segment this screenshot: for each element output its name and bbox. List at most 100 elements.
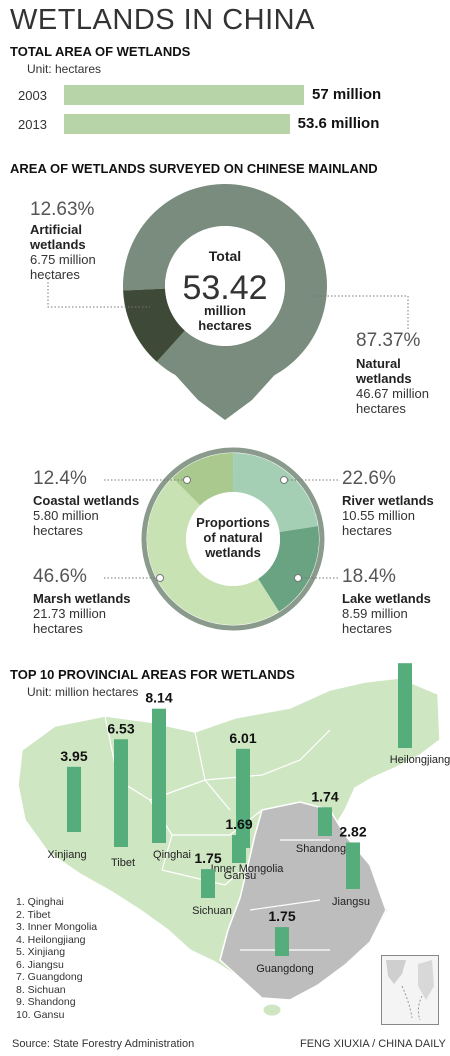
province-bar xyxy=(67,766,81,832)
area-bar-2013 xyxy=(64,114,290,134)
credit-note: FENG XIUXIA / CHINA DAILY xyxy=(300,1038,446,1050)
province-bar xyxy=(152,708,166,843)
province-name-label: Sichuan xyxy=(192,905,232,917)
province-bar xyxy=(201,869,215,898)
marsh-area-1: 21.73 million xyxy=(33,606,106,621)
lake-percent: 18.4% xyxy=(342,566,396,587)
lake-area-1: 8.59 million xyxy=(342,606,408,621)
provincial-unit: Unit: million hectares xyxy=(27,685,139,699)
area-bar-2003 xyxy=(64,85,304,105)
river-area-2: hectares xyxy=(342,523,392,538)
ranking-item: 10. Gansu xyxy=(16,1008,65,1021)
ranking-item: 2. Tibet xyxy=(16,908,51,921)
artificial-area-1: 6.75 million xyxy=(30,252,96,267)
ranking-item: 5. Xinjiang xyxy=(16,946,66,958)
province-bar xyxy=(318,807,332,836)
artificial-leader-line xyxy=(47,275,150,308)
province-bar xyxy=(232,835,246,863)
south-china-sea-inset xyxy=(381,955,439,1025)
lake-marker xyxy=(294,574,302,582)
province-value-label: 8.14 xyxy=(145,690,172,706)
artificial-area-2: hectares xyxy=(30,267,80,282)
year-label-2003: 2003 xyxy=(18,88,47,103)
map-hainan xyxy=(262,1003,282,1017)
marsh-percent: 46.6% xyxy=(33,566,87,587)
province-ranking-list: 1. Qinghai 2. Tibet 3. Inner Mongolia 4.… xyxy=(16,896,97,1021)
province-name-label: Heilongjiang xyxy=(390,754,450,766)
river-name: River wetlands xyxy=(342,493,434,508)
area-value-2003: 57 million xyxy=(312,86,382,103)
lake-wetlands-slice xyxy=(258,526,319,612)
coastal-area-1: 5.80 million xyxy=(33,508,99,523)
coastal-name: Coastal wetlands xyxy=(33,493,140,508)
province-value-label: 6.01 xyxy=(229,730,256,746)
coastal-percent: 12.4% xyxy=(33,468,87,489)
total-unit-line2: hectares xyxy=(198,318,251,333)
province-name-label: Qinghai xyxy=(153,849,191,861)
province-value-label: 1.75 xyxy=(194,850,221,866)
natural-area-1: 46.67 million xyxy=(356,386,429,401)
ranking-item: 3. Inner Mongolia xyxy=(16,921,98,933)
natural-name-1: Natural xyxy=(356,356,401,371)
ranking-item: 9. Shandong xyxy=(16,996,76,1008)
ranking-item: 8. Sichuan xyxy=(16,983,66,996)
province-name-label: Gansu xyxy=(224,870,256,882)
provincial-title: TOP 10 PROVINCIAL AREAS FOR WETLANDS xyxy=(10,667,295,682)
area-value-2013: 53.6 million xyxy=(297,115,380,132)
total-area-unit: Unit: hectares xyxy=(27,62,102,76)
total-label: Total xyxy=(209,248,241,264)
total-area-title: TOTAL AREA OF WETLANDS xyxy=(10,44,191,59)
coastal-area-2: hectares xyxy=(33,523,83,538)
coastal-wetlands-slice xyxy=(172,453,234,506)
province-value-label: 1.69 xyxy=(225,816,252,832)
source-note: Source: State Forestry Administration xyxy=(12,1038,195,1050)
marsh-name: Marsh wetlands xyxy=(33,591,131,606)
natural-center-line3: wetlands xyxy=(204,545,261,560)
natural-donut-hole xyxy=(186,492,280,586)
province-bar xyxy=(346,842,360,889)
mainland-title: AREA OF WETLANDS SURVEYED ON CHINESE MAI… xyxy=(10,161,378,176)
province-value-label: 1.75 xyxy=(268,908,295,924)
wetland-donuts: Total 53.42 million hectares Proportions… xyxy=(47,184,409,631)
ranking-item: 7. Guangdong xyxy=(16,971,83,983)
total-value: 53.42 xyxy=(182,269,267,307)
year-label-2013: 2013 xyxy=(18,117,47,132)
marsh-marker xyxy=(156,574,164,582)
artificial-name-1: Artificial xyxy=(30,222,83,237)
lake-name: Lake wetlands xyxy=(342,591,431,606)
ranking-item: 4. Heilongjiang xyxy=(16,933,86,946)
donut-hole xyxy=(165,226,285,346)
river-area-1: 10.55 million xyxy=(342,508,415,523)
river-marker xyxy=(280,476,288,484)
ranking-item: 6. Jiangsu xyxy=(16,958,64,971)
province-name-label: Inner Mongolia xyxy=(211,863,285,875)
province-bar xyxy=(236,748,250,848)
ranking-item: 1. Qinghai xyxy=(16,896,64,908)
natural-percent: 87.37% xyxy=(356,330,421,351)
province-name-label: Shandong xyxy=(296,843,346,855)
province-bars: 5.14Heilongjiang3.95Xinjiang8.14Qinghai6… xyxy=(47,660,450,975)
coastal-marker xyxy=(183,476,191,484)
province-value-label: 6.53 xyxy=(107,720,134,736)
map-borders xyxy=(104,715,331,951)
province-name-label: Guangdong xyxy=(256,963,314,975)
natural-area-2: hectares xyxy=(356,401,406,416)
province-value-label: 2.82 xyxy=(339,823,366,839)
province-name-label: Xinjiang xyxy=(47,849,86,861)
river-percent: 22.6% xyxy=(342,468,396,489)
marsh-wetlands-slice xyxy=(146,477,280,625)
natural-center-line2: of natural xyxy=(203,530,262,545)
lake-area-2: hectares xyxy=(342,621,392,636)
page-title: WETLANDS IN CHINA xyxy=(10,4,315,36)
river-wetlands-slice xyxy=(233,453,319,532)
natural-leader-line xyxy=(310,295,409,330)
province-bar xyxy=(114,739,128,847)
province-value-label: 1.74 xyxy=(311,788,338,804)
province-bar xyxy=(275,927,289,956)
artificial-name-2: wetlands xyxy=(30,237,86,252)
province-name-label: Tibet xyxy=(111,857,135,869)
province-value-label: 3.95 xyxy=(60,748,87,764)
marsh-area-2: hectares xyxy=(33,621,83,636)
china-map: 5.14Heilongjiang3.95Xinjiang8.14Qinghai6… xyxy=(17,660,450,1017)
natural-center-line1: Proportions xyxy=(196,515,270,530)
